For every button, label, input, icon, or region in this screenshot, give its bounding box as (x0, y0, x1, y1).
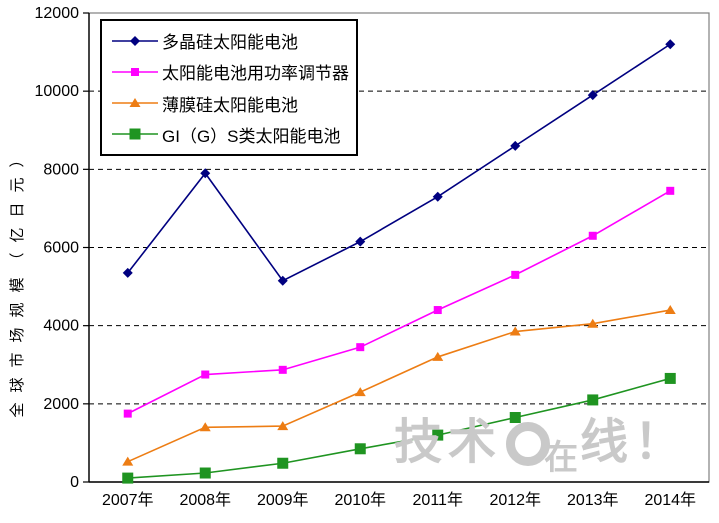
series-marker (277, 457, 289, 469)
y-axis-tick-label: 2000 (43, 396, 79, 413)
x-axis-tick-label: 2008年 (179, 491, 231, 509)
series-marker (354, 387, 366, 397)
series-marker (355, 236, 366, 247)
series-marker (433, 306, 442, 315)
series-marker (199, 422, 211, 432)
series-marker (432, 429, 444, 441)
series-marker (509, 326, 521, 336)
legend-swatch-marker (131, 67, 139, 76)
legend-swatch-marker (129, 128, 141, 140)
y-axis-tick-label: 12000 (35, 5, 80, 22)
watermark-text-right: 线！ (580, 416, 689, 469)
x-axis-tick-label: 2009年 (257, 491, 309, 509)
legend-item: GI（G）S类太阳能电池 (110, 122, 352, 147)
legend-swatch-marker (130, 35, 140, 46)
legend-item: 薄膜硅太阳能电池 (110, 91, 352, 116)
legend-label: 太阳能电池用功率调节器 (162, 64, 349, 84)
series-marker (511, 270, 520, 279)
series-marker (432, 351, 444, 361)
series-marker (277, 275, 288, 286)
y-axis-tick-label: 4000 (43, 318, 79, 335)
legend-swatch-marker (129, 98, 141, 108)
x-axis-tick-label: 2013年 (567, 491, 619, 509)
series-marker (664, 305, 676, 315)
series-line-0 (127, 43, 671, 282)
legend-label: 薄膜硅太阳能电池 (162, 95, 298, 115)
legend-item: 太阳能电池用功率调节器 (110, 59, 352, 84)
series-marker (588, 231, 597, 240)
y-axis-tick-label: 6000 (43, 240, 79, 257)
legend-label: 多晶硅太阳能电池 (162, 33, 298, 53)
series-marker (123, 409, 132, 418)
watermark-text-left: 技术 (394, 416, 503, 469)
series-line-1 (127, 190, 671, 415)
series-marker (122, 456, 134, 466)
series-line-2 (127, 309, 671, 463)
legend-item: 多晶硅太阳能电池 (110, 28, 352, 53)
series-marker (666, 186, 675, 195)
series-marker (587, 394, 599, 406)
series-marker (354, 443, 366, 455)
series-marker (665, 39, 676, 50)
series-marker (510, 140, 521, 151)
legend-swatch-square (112, 128, 158, 140)
series-marker (122, 472, 134, 484)
series-marker (509, 412, 521, 424)
series-marker (664, 372, 676, 384)
series-marker (277, 421, 289, 431)
legend-swatch-square (112, 67, 158, 76)
legend-label: GI（G）S类太阳能电池 (162, 126, 341, 146)
y-axis-tick-label: 8000 (43, 161, 79, 178)
x-axis-tick-label: 2012年 (489, 491, 541, 509)
x-axis-tick-label: 2014年 (644, 491, 696, 509)
legend: 多晶硅太阳能电池 太阳能电池用功率调节器 薄膜硅太阳能电池 GI（G）S类太阳能… (100, 19, 358, 156)
legend-swatch-triangle (112, 98, 158, 108)
magnifier-circle-icon (506, 422, 551, 466)
x-axis-tick-label: 2010年 (334, 491, 386, 509)
legend-swatch-diamond (112, 35, 158, 46)
y-axis-tick-label: 0 (70, 474, 79, 491)
series-line-3 (127, 377, 671, 479)
series-marker (200, 168, 211, 179)
x-axis-tick-label: 2011年 (413, 491, 463, 509)
series-marker (201, 370, 210, 379)
series-marker (199, 467, 211, 479)
series-marker (122, 267, 133, 278)
y-axis-tick-label: 10000 (35, 83, 80, 100)
watermark: 技术 在 线！ (394, 416, 689, 477)
series-marker (587, 318, 599, 328)
series-marker (278, 365, 287, 374)
series-marker (432, 191, 443, 202)
series-marker (356, 343, 365, 352)
x-axis-tick-label: 2007年 (102, 491, 154, 509)
series-marker (587, 90, 598, 101)
watermark-text-small: 在 (544, 439, 579, 477)
